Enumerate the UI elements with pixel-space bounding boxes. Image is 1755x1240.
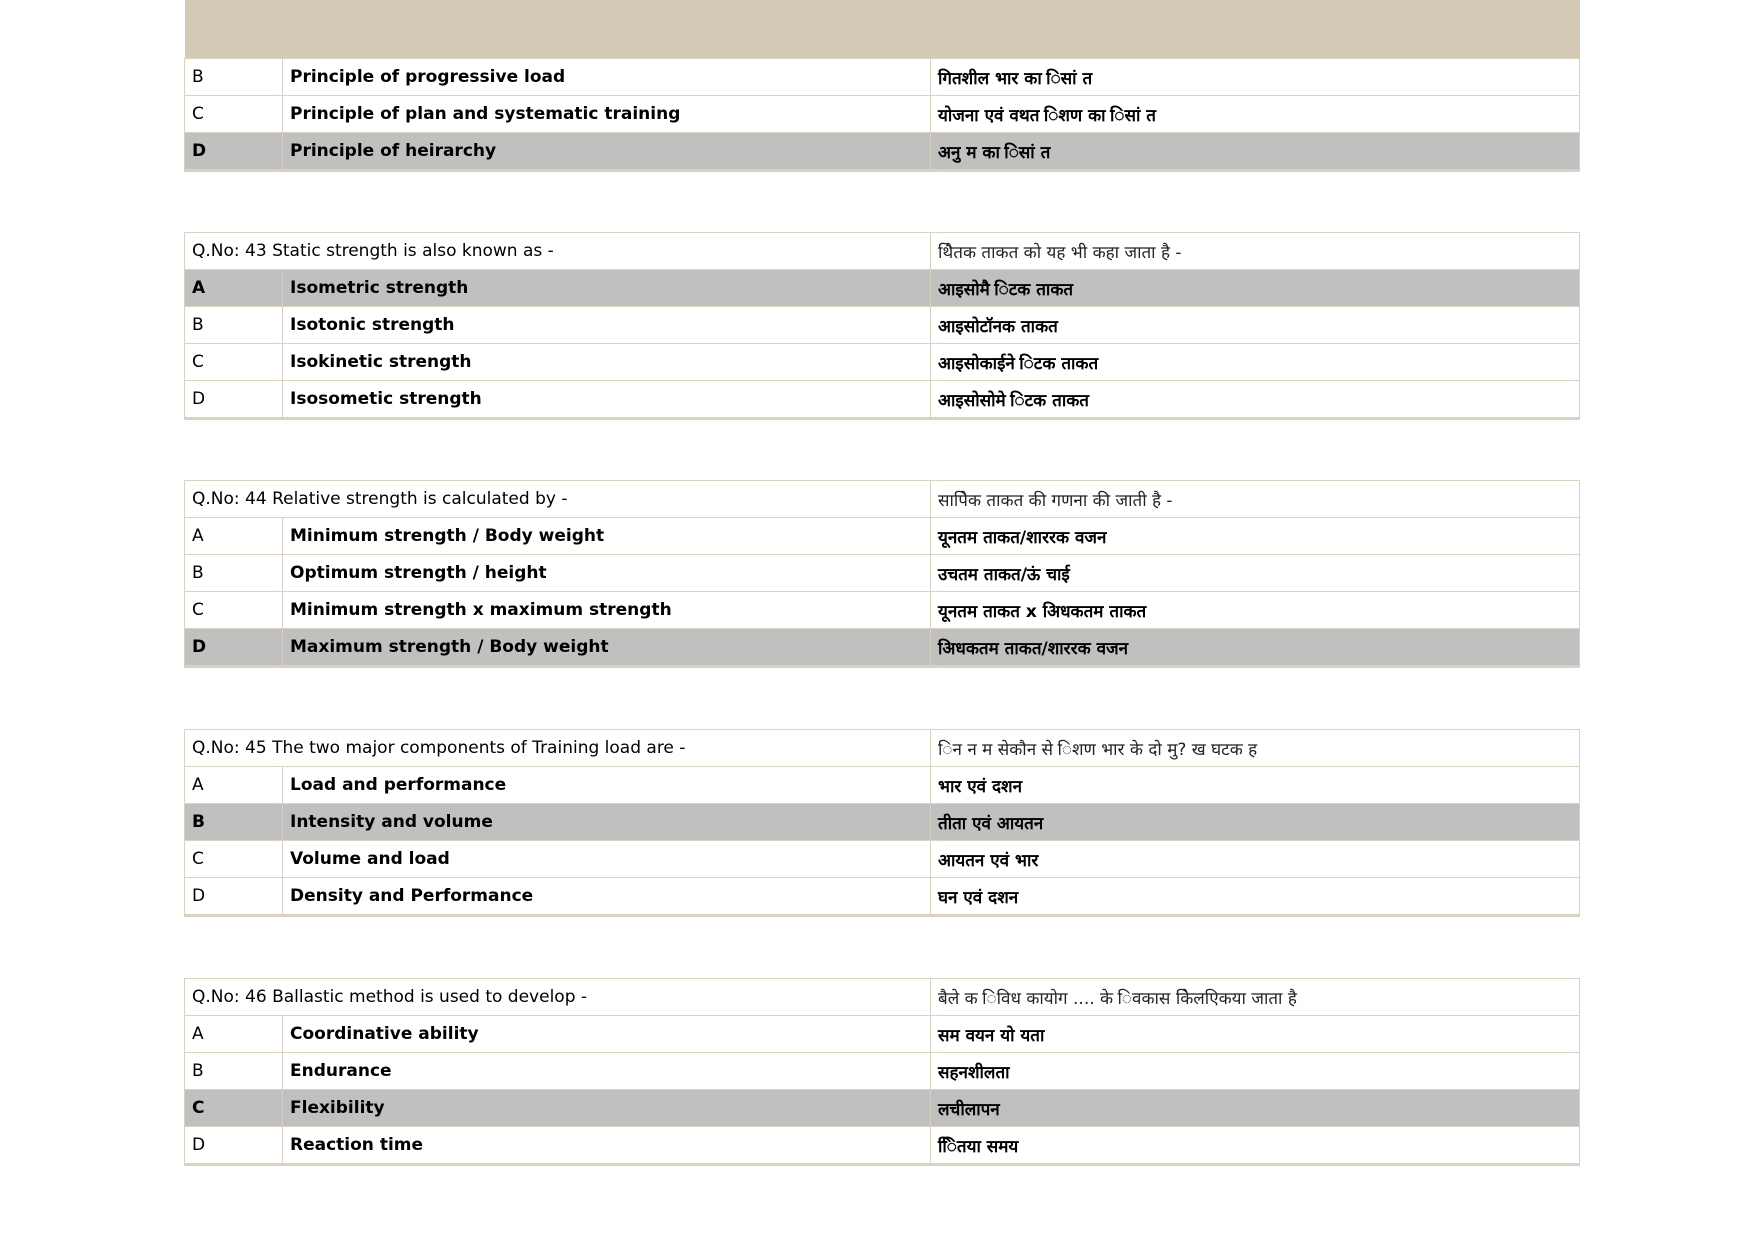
option-text-hi: आइसोसोमे िटक ताकत <box>930 380 1580 419</box>
option-letter: D <box>184 628 283 667</box>
option-text-hi: यूनतम ताकत x अिधकतम ताकत <box>930 591 1580 629</box>
option-text-en: Density and Performance <box>282 877 931 916</box>
option-text-en: Minimum strength x maximum strength <box>282 591 931 629</box>
option-row-correct: A Isometric strength आइसोमै िटक ताकत <box>184 269 1580 307</box>
question-text-hi: बैले क िविध कायोग .... के िवकास केिलएिकय… <box>930 978 1580 1016</box>
option-letter: C <box>184 95 283 133</box>
question-text-hi: सापेिक ताकत की गणना की जाती है - <box>930 480 1580 518</box>
option-row: C Isokinetic strength आइसोकाईने िटक ताकत <box>184 343 1580 381</box>
option-row-correct: D Maximum strength / Body weight अिधकतम ता… <box>184 628 1580 667</box>
option-row: C Minimum strength x maximum strength यून… <box>184 591 1580 629</box>
option-text-hi: िितया समय <box>930 1126 1580 1165</box>
option-letter: C <box>184 1089 283 1127</box>
option-text-en: Intensity and volume <box>282 803 931 841</box>
option-letter: A <box>184 517 283 555</box>
option-letter: C <box>184 343 283 381</box>
option-text-en: Load and performance <box>282 766 931 804</box>
option-text-en: Isometric strength <box>282 269 931 307</box>
option-text-hi: अिधकतम ताकत/शाररक वजन <box>930 628 1580 667</box>
option-text-en: Isosometic strength <box>282 380 931 419</box>
option-row: B Principle of progressive load गितशील भा… <box>184 58 1580 96</box>
option-letter: D <box>184 877 283 916</box>
option-row: B Endurance सहनशीलता <box>184 1052 1580 1090</box>
option-letter: B <box>184 554 283 592</box>
option-row: B Optimum strength / height उचतम ताकत/ऊं … <box>184 554 1580 592</box>
option-text-en: Reaction time <box>282 1126 931 1165</box>
option-row-correct: D Principle of heirarchy अनु म का िसां त <box>184 132 1580 171</box>
option-text-hi: तीता एवं आयतन <box>930 803 1580 841</box>
option-text-en: Principle of plan and systematic trainin… <box>282 95 931 133</box>
option-row: B Isotonic strength आइसोटॉनक ताकत <box>184 306 1580 344</box>
question-text-en: Q.No: 43 Static strength is also known a… <box>184 232 931 270</box>
option-text-hi: आइसोटॉनक ताकत <box>930 306 1580 344</box>
option-text-en: Principle of progressive load <box>282 58 931 96</box>
option-row-correct: C Flexibility लचीलापन <box>184 1089 1580 1127</box>
question-text-en: Q.No: 45 The two major components of Tra… <box>184 729 931 767</box>
option-text-hi: आइसोमै िटक ताकत <box>930 269 1580 307</box>
option-row-correct: B Intensity and volume तीता एवं आयतन <box>184 803 1580 841</box>
option-text-en: Coordinative ability <box>282 1015 931 1053</box>
option-row: A Load and performance भार एवं दशन <box>184 766 1580 804</box>
option-text-hi: सम वयन यो यता <box>930 1015 1580 1053</box>
header-band-cell <box>184 0 1580 59</box>
option-row: D Density and Performance घन एवं दशन <box>184 877 1580 916</box>
question-table: B Principle of progressive load गितशील भा… <box>184 0 1580 172</box>
option-text-en: Volume and load <box>282 840 931 878</box>
option-letter: C <box>184 840 283 878</box>
option-text-hi: लचीलापन <box>930 1089 1580 1127</box>
option-text-hi: भार एवं दशन <box>930 766 1580 804</box>
option-text-hi: घन एवं दशन <box>930 877 1580 916</box>
option-text-en: Isokinetic strength <box>282 343 931 381</box>
option-text-hi: योजना एवं वथत िशण का िसां त <box>930 95 1580 133</box>
option-letter: D <box>184 132 283 171</box>
option-letter: B <box>184 1052 283 1090</box>
option-text-hi: सहनशीलता <box>930 1052 1580 1090</box>
option-text-en: Principle of heirarchy <box>282 132 931 171</box>
question-row: Q.No: 44 Relative strength is calculated… <box>184 480 1580 518</box>
option-letter: B <box>184 803 283 841</box>
question-row: Q.No: 46 Ballastic method is used to dev… <box>184 978 1580 1016</box>
question-text-hi: िन न म सेकौन से िशण भार के दो मु? ख घटक … <box>930 729 1580 767</box>
option-text-hi: उचतम ताकत/ऊं चाई <box>930 554 1580 592</box>
option-letter: A <box>184 1015 283 1053</box>
option-text-hi: गितशील भार का िसां त <box>930 58 1580 96</box>
option-letter: B <box>184 58 283 96</box>
option-text-hi: आइसोकाईने िटक ताकत <box>930 343 1580 381</box>
question-text-en: Q.No: 46 Ballastic method is used to dev… <box>184 978 931 1016</box>
header-band <box>184 0 1580 59</box>
option-text-en: Endurance <box>282 1052 931 1090</box>
question-table: Q.No: 43 Static strength is also known a… <box>184 232 1580 420</box>
option-text-en: Flexibility <box>282 1089 931 1127</box>
question-text-hi: थैितक ताकत को यह भी कहा जाता है - <box>930 232 1580 270</box>
option-text-hi: यूनतम ताकत/शाररक वजन <box>930 517 1580 555</box>
option-letter: D <box>184 380 283 419</box>
option-text-en: Minimum strength / Body weight <box>282 517 931 555</box>
option-row: D Isosometic strength आइसोसोमे िटक ताकत <box>184 380 1580 419</box>
option-row: A Coordinative ability सम वयन यो यता <box>184 1015 1580 1053</box>
option-text-hi: आयतन एवं भार <box>930 840 1580 878</box>
option-letter: C <box>184 591 283 629</box>
question-table: Q.No: 44 Relative strength is calculated… <box>184 480 1580 668</box>
question-table: Q.No: 46 Ballastic method is used to dev… <box>184 978 1580 1166</box>
option-row: A Minimum strength / Body weight यूनतम ता… <box>184 517 1580 555</box>
option-letter: B <box>184 306 283 344</box>
option-text-en: Maximum strength / Body weight <box>282 628 931 667</box>
question-table: Q.No: 45 The two major components of Tra… <box>184 729 1580 917</box>
question-text-en: Q.No: 44 Relative strength is calculated… <box>184 480 931 518</box>
option-letter: A <box>184 269 283 307</box>
question-row: Q.No: 43 Static strength is also known a… <box>184 232 1580 270</box>
option-letter: A <box>184 766 283 804</box>
option-text-en: Isotonic strength <box>282 306 931 344</box>
option-text-en: Optimum strength / height <box>282 554 931 592</box>
option-row: D Reaction time िितया समय <box>184 1126 1580 1165</box>
option-row: C Volume and load आयतन एवं भार <box>184 840 1580 878</box>
option-letter: D <box>184 1126 283 1165</box>
option-text-hi: अनु म का िसां त <box>930 132 1580 171</box>
option-row: C Principle of plan and systematic traini… <box>184 95 1580 133</box>
question-row: Q.No: 45 The two major components of Tra… <box>184 729 1580 767</box>
